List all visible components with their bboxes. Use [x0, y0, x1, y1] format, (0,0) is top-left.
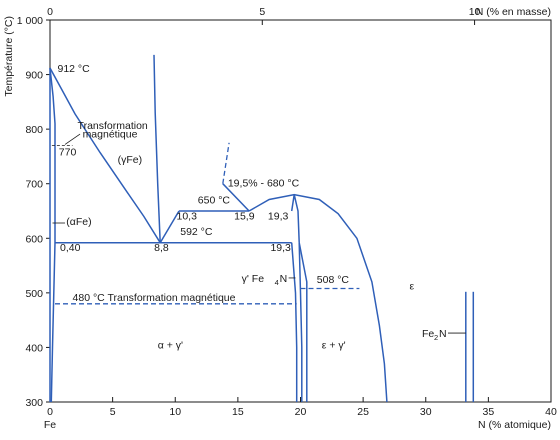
y-tick-label: 800 [25, 124, 43, 136]
annotation-gamma-prime-n: N [280, 273, 288, 285]
phase-boundary [222, 183, 250, 212]
annotation-fe2n-n: N [439, 328, 447, 340]
annotation-transformation: Transformation [78, 120, 148, 132]
phase-boundary [298, 242, 303, 402]
point-label: 19,3 [268, 211, 289, 223]
phase-boundary [298, 242, 308, 402]
x-tick-label-bottom: 0 [47, 406, 53, 418]
point-label: 508 °C [317, 274, 350, 286]
point-label: 912 °C [58, 63, 91, 75]
annotation-480: 480 °C Transformation magnétique [73, 292, 236, 304]
x-tick-label-top: 0 [47, 6, 53, 18]
x-tick-label-top: 5 [259, 6, 265, 18]
x-tick-label-bottom: 25 [357, 406, 369, 418]
origin-label: Fe [44, 419, 56, 431]
x-tick-label-bottom: 30 [420, 406, 432, 418]
annotation-fe2n-sub: 2 [434, 333, 438, 342]
x-axis-title-top: N (% en masse) [476, 6, 551, 18]
point-label: 19,5% - 680 °C [228, 177, 300, 189]
annotation-eps-gamma: ε + γ' [322, 340, 346, 352]
plot-frame [49, 19, 552, 403]
y-tick-label: 900 [25, 70, 43, 82]
annotation-gamma-prime: γ' Fe [242, 273, 265, 285]
phase-boundary [49, 67, 161, 244]
x-tick-label-bottom: 35 [483, 406, 495, 418]
x-tick-label-bottom: 20 [295, 406, 307, 418]
annotation-magnetique: magnétique [83, 128, 138, 140]
y-tick-label: 600 [25, 233, 43, 245]
x-tick-label-top: 10 [469, 6, 481, 18]
x-tick-label-bottom: 10 [169, 406, 181, 418]
phase-boundary [248, 193, 388, 403]
x-tick-label-bottom: 40 [545, 406, 557, 418]
y-tick-label: 300 [25, 397, 43, 409]
leader-line [64, 133, 81, 145]
x-axis-title-bottom: N (% atomique) [478, 419, 551, 431]
phase-boundary [153, 54, 161, 243]
annotation-gamma-fe: (γFe) [118, 154, 143, 166]
annotation-alpha-fe: (αFe) [66, 216, 91, 228]
y-tick-label: 700 [25, 179, 43, 191]
phase-boundary [290, 194, 300, 243]
point-label: 770 [59, 146, 77, 158]
y-axis-title: Température (°C) [3, 16, 15, 97]
y-tick-label: 500 [25, 288, 43, 300]
point-label: 10,3 [177, 211, 198, 223]
point-label: 8,8 [154, 242, 169, 254]
y-tick-label: 1 000 [17, 15, 43, 27]
point-label: 592 °C [180, 226, 213, 238]
point-label: 15,9 [234, 211, 255, 223]
phase-boundary [159, 210, 180, 244]
phase-boundary [49, 67, 56, 403]
point-label: 19,3 [270, 242, 291, 254]
phase-boundary-dashed [222, 142, 230, 184]
phase-boundary [290, 242, 298, 402]
annotation-gamma-prime-sub: 4 [275, 278, 279, 287]
x-tick-label-bottom: 15 [232, 406, 244, 418]
annotation-epsilon: ε [409, 281, 414, 293]
annotation-alpha-gamma: α + γ' [158, 340, 183, 352]
x-tick-label-bottom: 5 [110, 406, 116, 418]
y-tick-label: 400 [25, 342, 43, 354]
point-label: 650 °C [198, 194, 231, 206]
point-label: 0,40 [60, 242, 81, 254]
annotation-fe2n: Fe [422, 328, 434, 340]
